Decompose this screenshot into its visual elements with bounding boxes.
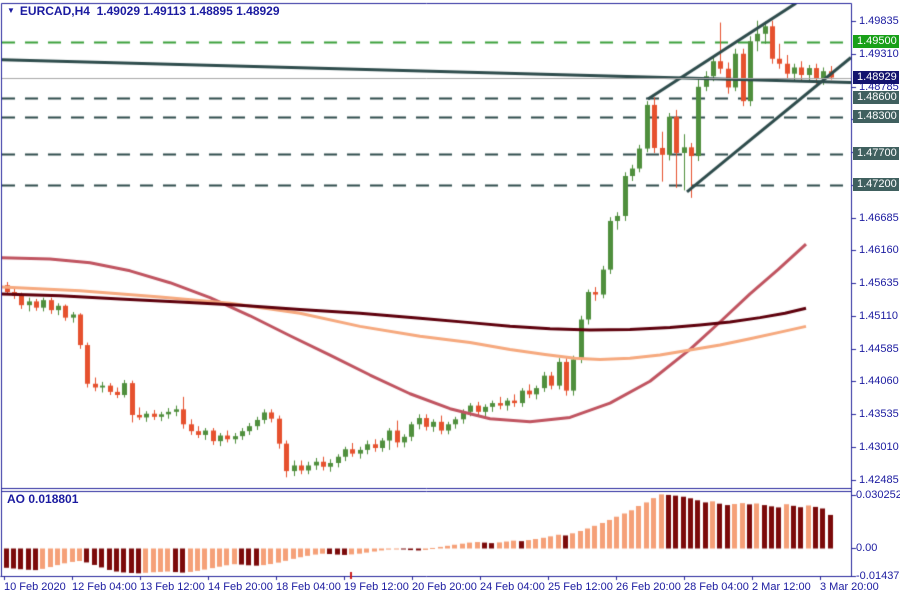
time-axis-label: 10 Feb 2020 bbox=[4, 581, 66, 593]
chart-title: ▼ EURCAD,H4 1.49029 1.49113 1.48895 1.489… bbox=[7, 4, 280, 18]
time-axis-label: 3 Mar 20:00 bbox=[820, 581, 879, 593]
ao-indicator-label: AO 0.018801 bbox=[7, 492, 79, 506]
price-axis-label: 1.46160 bbox=[859, 244, 899, 256]
price-axis-label: 1.42485 bbox=[859, 474, 899, 486]
ohlc-high: 1.49113 bbox=[143, 4, 187, 18]
price-level-badge: 1.47700 bbox=[853, 147, 899, 160]
time-axis-label: 19 Feb 12:00 bbox=[344, 581, 409, 593]
price-axis-label: 1.45635 bbox=[859, 277, 899, 289]
ohlc-close: 1.48929 bbox=[236, 4, 280, 18]
price-axis-label: 1.44060 bbox=[859, 375, 899, 387]
price-axis-label: 1.44585 bbox=[859, 343, 899, 355]
panel-splitter[interactable] bbox=[0, 486, 852, 493]
time-axis-label: 26 Feb 20:00 bbox=[616, 581, 681, 593]
price-axis-label: 1.46685 bbox=[859, 212, 899, 224]
time-axis-label: 24 Feb 04:00 bbox=[480, 581, 545, 593]
price-level-badge: 1.48300 bbox=[853, 110, 899, 123]
price-axis-label: 1.49310 bbox=[859, 48, 899, 60]
price-axis-label: 1.43535 bbox=[859, 408, 899, 420]
price-level-badge: 1.49500 bbox=[853, 35, 899, 48]
time-axis-label: 2 Mar 12:00 bbox=[752, 581, 811, 593]
time-axis-label: 28 Feb 04:00 bbox=[684, 581, 749, 593]
ao-axis-label: 0.030252 bbox=[856, 489, 900, 501]
time-axis-label: 13 Feb 12:00 bbox=[140, 581, 205, 593]
price-level-badge: 1.48600 bbox=[853, 91, 899, 104]
price-axis-label: 1.43010 bbox=[859, 441, 899, 453]
time-axis-label: 20 Feb 20:00 bbox=[412, 581, 477, 593]
ohlc-low: 1.48895 bbox=[189, 4, 233, 18]
time-axis-label: 25 Feb 12:00 bbox=[548, 581, 613, 593]
price-axis-label: 1.49835 bbox=[859, 15, 899, 27]
time-axis-label: 18 Feb 04:00 bbox=[276, 581, 341, 593]
symbol-dropdown-icon: ▼ bbox=[7, 6, 15, 15]
price-level-badge: 1.47200 bbox=[853, 178, 899, 191]
ao-axis-label: -0.014375 bbox=[856, 570, 900, 582]
time-axis-label: 14 Feb 20:00 bbox=[208, 581, 273, 593]
ao-axis-label: 0.00 bbox=[856, 542, 878, 554]
current-price-badge: 1.48929 bbox=[853, 71, 899, 84]
price-axis-label: 1.45110 bbox=[859, 310, 898, 322]
ohlc-open: 1.49029 bbox=[96, 4, 140, 18]
time-axis-label: 12 Feb 04:00 bbox=[72, 581, 137, 593]
symbol-period-label: EURCAD,H4 bbox=[19, 4, 90, 18]
price-axis-label: 1.48785 bbox=[859, 81, 899, 93]
